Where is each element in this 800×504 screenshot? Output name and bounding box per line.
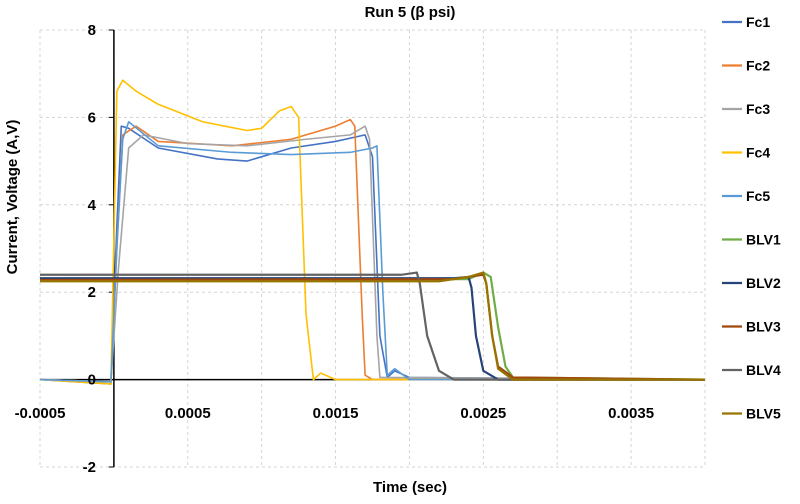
series-line-fc4: [39, 79, 705, 385]
series-line-fc5: [39, 120, 705, 383]
ticks-layer: -2 0 2 4 6 8 -0.0005 0.0005 0.0015 0.0025 0.0035: [15, 22, 654, 476]
x-axis-label: Time (sec): [373, 479, 447, 496]
y-tick-label-4: 6: [88, 109, 96, 126]
x-tick-label-2: 0.0015: [313, 405, 359, 422]
chart-title: Run 5 (β psi): [365, 4, 456, 21]
grid-layer: [39, 29, 706, 468]
legend-label-fc3: Fc3: [746, 101, 770, 117]
x-tick-label-4: 0.0035: [608, 405, 654, 422]
y-tick-label-0: -2: [83, 459, 96, 476]
x-tick-label-3: 0.0025: [460, 405, 506, 422]
legend-label-blv3: BLV3: [746, 319, 781, 335]
x-tick-label-0: -0.0005: [15, 405, 66, 422]
legend-label-fc4: Fc4: [746, 145, 770, 161]
series-layer: [39, 79, 706, 385]
y-tick-label-3: 4: [88, 197, 97, 214]
legend-label-blv4: BLV4: [746, 362, 781, 378]
series-line-fc1: [39, 125, 706, 385]
x-tick-label-1: 0.0005: [165, 405, 211, 422]
legend: Fc1 Fc2 Fc3 Fc4 Fc5 BLV1 BLV2 BLV3 BLV4 BLV5: [722, 14, 781, 422]
legend-label-fc1: Fc1: [746, 14, 770, 30]
legend-label-blv5: BLV5: [746, 406, 781, 422]
legend-label-blv2: BLV2: [746, 275, 781, 291]
series-line-fc3: [39, 125, 706, 383]
y-axis-label: Current, Voltage (A,V): [4, 120, 21, 275]
y-tick-label-1: 0: [88, 372, 96, 389]
legend-label-blv1: BLV1: [746, 232, 781, 248]
legend-label-fc5: Fc5: [746, 188, 770, 204]
series-line-blv4: [40, 271, 705, 381]
series-line-blv5: [40, 271, 705, 381]
legend-label-fc2: Fc2: [746, 58, 770, 74]
y-tick-label-5: 8: [88, 22, 96, 39]
y-tick-label-2: 2: [88, 284, 96, 301]
